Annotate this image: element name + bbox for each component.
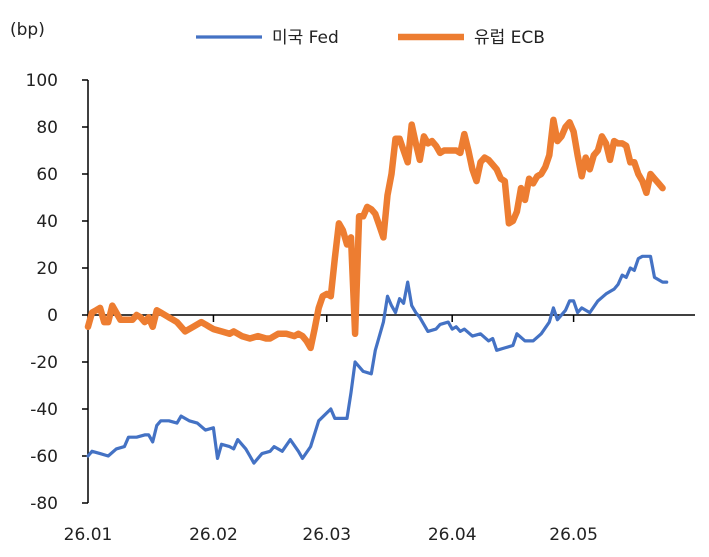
legend-item-ecb: 유럽 ECB	[398, 28, 545, 48]
x-axis-ticks: 26.01 26.02 26.03 26.04 26.05	[64, 315, 598, 545]
series-line-ecb	[84, 116, 666, 352]
y-tick-label: 100	[26, 71, 58, 91]
legend-label-fed: 미국 Fed	[272, 28, 339, 48]
y-tick-label: 20	[36, 259, 58, 279]
x-tick-label: 26.01	[64, 525, 113, 545]
y-tick-label: 40	[36, 212, 58, 232]
y-axis-unit-label: (bp)	[10, 20, 45, 40]
y-tick-label: 0	[47, 306, 58, 326]
legend-item-fed: 미국 Fed	[196, 28, 339, 48]
x-tick-label: 26.03	[302, 525, 351, 545]
y-tick-label: -80	[30, 494, 58, 514]
legend-label-ecb: 유럽 ECB	[474, 28, 545, 48]
y-tick-label: -60	[30, 447, 58, 467]
series-line-fed	[86, 254, 669, 465]
y-tick-label: 60	[36, 165, 58, 185]
y-tick-label: -20	[30, 353, 58, 373]
x-tick-label: 26.04	[428, 525, 477, 545]
y-tick-label: 80	[36, 118, 58, 138]
x-tick-label: 26.05	[549, 525, 598, 545]
x-tick-label: 26.02	[189, 525, 238, 545]
y-tick-label: -40	[30, 400, 58, 420]
y-axis-ticks: 100 80 60 40 20 0 -20 -40 -60 -80	[26, 71, 88, 514]
legend: 미국 Fed 유럽 ECB	[196, 28, 545, 48]
